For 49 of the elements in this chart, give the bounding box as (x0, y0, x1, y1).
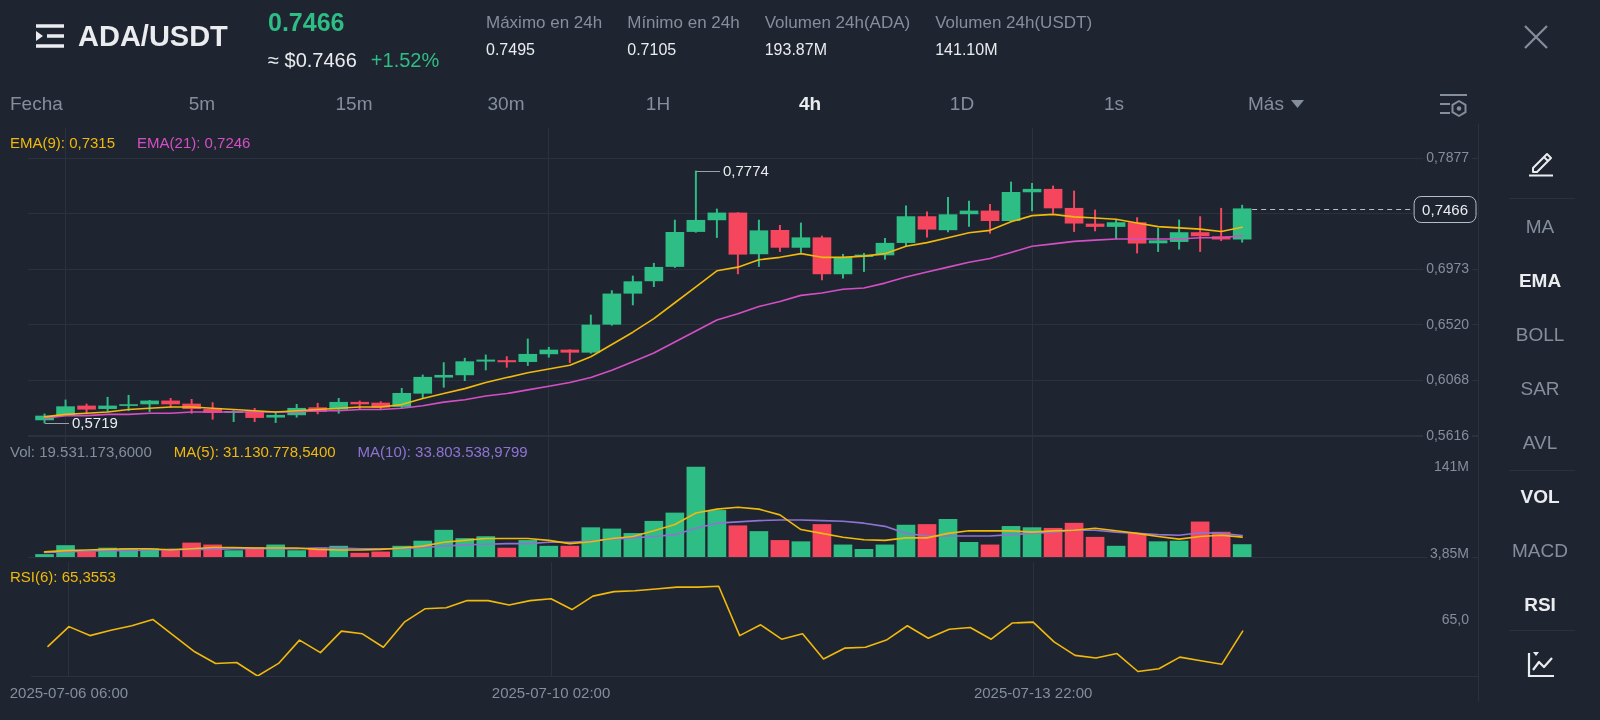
text: 0.7495 (486, 40, 535, 60)
y-tick-label: 0,6068 (1426, 371, 1470, 388)
text: EMA(21): 0,7246 (137, 134, 251, 152)
text: 1s (1103, 92, 1125, 116)
x-tick-label: 2025-07-10 02:00 (491, 684, 611, 702)
text: 15m (335, 92, 373, 116)
text: VOL (1520, 484, 1560, 509)
text: MA(5): 31.130.778,5400 (173, 443, 336, 461)
text: MA (1525, 214, 1555, 239)
text: AVL (1522, 430, 1558, 455)
text: 4h (798, 92, 822, 116)
text: Más (1248, 92, 1284, 116)
text: 0.7466 (268, 7, 345, 37)
text: Volumen 24h(USDT) (935, 12, 1093, 34)
text: Fecha (10, 92, 63, 116)
text: +1.52% (370, 48, 440, 73)
text: 30m (487, 92, 525, 116)
text: 193.87M (764, 40, 827, 60)
text: BOLL (1515, 322, 1565, 347)
text: ≈ $0.7466 (268, 48, 357, 73)
text: RSI(6): 65,3553 (10, 568, 116, 586)
annotation: 0,7774 (723, 161, 769, 179)
text: Volumen 24h(ADA) (764, 12, 911, 34)
text: RSI (1524, 592, 1556, 617)
y-tick-label: 3,85M (1430, 545, 1469, 562)
y-tick-label: 0,6973 (1426, 260, 1470, 277)
text: EMA(9): 0,7315 (10, 134, 116, 152)
text: 0.7105 (627, 40, 677, 60)
text: 1H (645, 92, 671, 116)
ref-line-label: 0,7466 (1422, 200, 1469, 218)
text: MA(10): 33.803.538,9799 (357, 443, 528, 461)
y-tick-label: 0,5616 (1426, 426, 1470, 443)
y-tick-label: 141M (1433, 457, 1469, 474)
text: SAR (1520, 376, 1560, 401)
text: 5m (188, 92, 216, 116)
text: ADA/USDT (78, 19, 228, 53)
text: EMA (1518, 268, 1562, 293)
text: Mínimo en 24h (627, 12, 740, 34)
text: 141.10M (935, 40, 998, 60)
annotation: Vol: 19.531.173,6000 (10, 443, 152, 461)
annotation: 65,0 (1441, 610, 1469, 628)
y-tick-label: 0,7877 (1426, 149, 1470, 166)
y-tick-label: 0,6520 (1426, 315, 1470, 332)
annotation: 0,5719 (72, 413, 118, 431)
text: Máximo en 24h (486, 12, 603, 34)
text: MACD (1512, 538, 1568, 563)
x-tick-label: 2025-07-13 22:00 (973, 684, 1093, 702)
x-tick-label: 2025-07-06 06:00 (9, 684, 129, 702)
text: 1D (949, 92, 975, 116)
